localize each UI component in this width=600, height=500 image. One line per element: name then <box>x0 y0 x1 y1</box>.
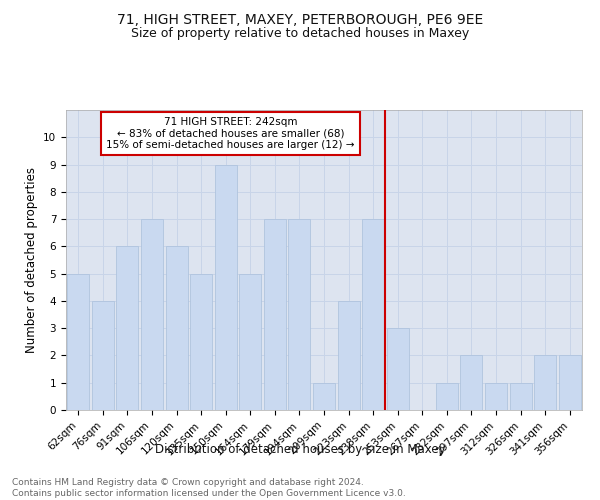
Bar <box>141 219 163 410</box>
Bar <box>460 356 482 410</box>
Bar <box>67 274 89 410</box>
Text: Contains HM Land Registry data © Crown copyright and database right 2024.
Contai: Contains HM Land Registry data © Crown c… <box>12 478 406 498</box>
Y-axis label: Number of detached properties: Number of detached properties <box>25 167 38 353</box>
Bar <box>386 328 409 410</box>
Bar <box>166 246 188 410</box>
Bar <box>264 219 286 410</box>
Bar <box>289 219 310 410</box>
Bar <box>509 382 532 410</box>
Bar <box>116 246 139 410</box>
Bar <box>436 382 458 410</box>
Bar <box>559 356 581 410</box>
Bar <box>239 274 262 410</box>
Bar <box>338 301 359 410</box>
Bar <box>92 301 114 410</box>
Bar <box>215 164 237 410</box>
Text: Distribution of detached houses by size in Maxey: Distribution of detached houses by size … <box>155 442 445 456</box>
Text: Size of property relative to detached houses in Maxey: Size of property relative to detached ho… <box>131 28 469 40</box>
Bar <box>485 382 507 410</box>
Text: 71 HIGH STREET: 242sqm
← 83% of detached houses are smaller (68)
15% of semi-det: 71 HIGH STREET: 242sqm ← 83% of detached… <box>106 117 355 150</box>
Text: 71, HIGH STREET, MAXEY, PETERBOROUGH, PE6 9EE: 71, HIGH STREET, MAXEY, PETERBOROUGH, PE… <box>117 12 483 26</box>
Bar <box>190 274 212 410</box>
Bar <box>362 219 384 410</box>
Bar <box>534 356 556 410</box>
Bar <box>313 382 335 410</box>
